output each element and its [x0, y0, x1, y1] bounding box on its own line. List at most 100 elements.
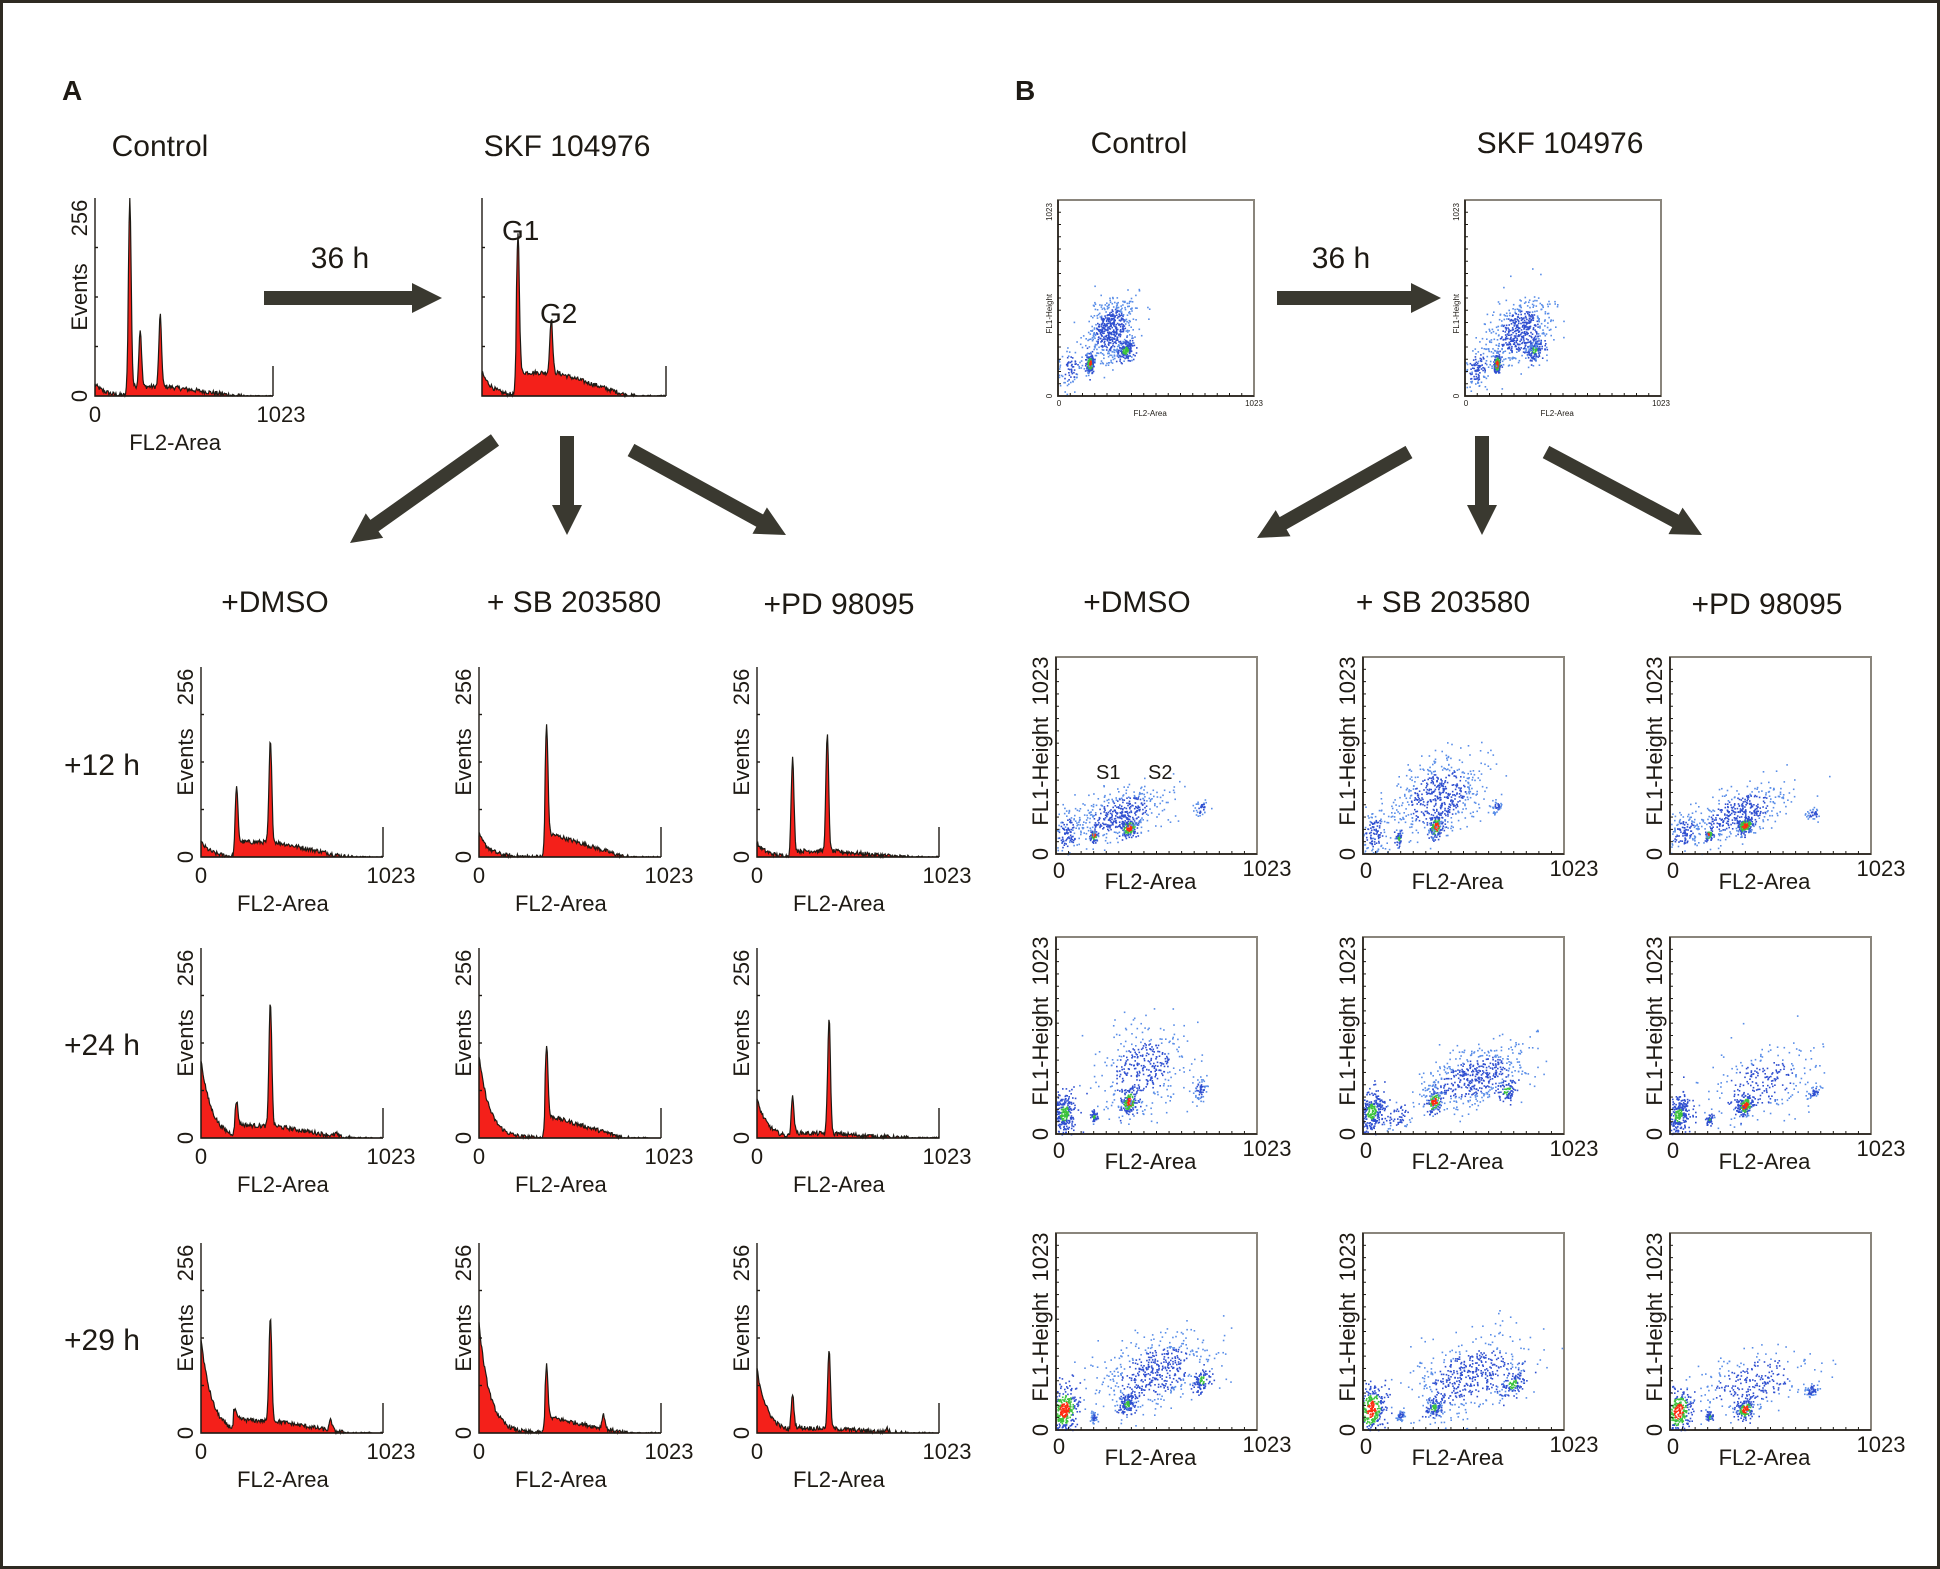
event-dot [1094, 1113, 1096, 1115]
event-dot [1136, 832, 1139, 834]
event-dot [1060, 1106, 1063, 1109]
event-dot [1522, 336, 1525, 339]
event-dot [1515, 348, 1518, 350]
event-dot [1498, 303, 1501, 305]
event-dot [1100, 341, 1102, 343]
event-dot [1745, 824, 1747, 826]
event-dot [1066, 1112, 1069, 1115]
event-dot [1474, 358, 1477, 361]
event-dot [1710, 839, 1712, 841]
event-dot [1061, 355, 1064, 358]
event-dot [1174, 815, 1177, 817]
event-dot [1481, 741, 1483, 744]
event-dot [1065, 810, 1068, 812]
event-dot [1120, 817, 1122, 819]
event-dot [1535, 330, 1537, 333]
event-dot [1093, 834, 1096, 836]
event-dot [1074, 1123, 1076, 1126]
event-dot [1091, 809, 1094, 811]
event-dot [1693, 826, 1696, 829]
event-dot [1070, 369, 1073, 372]
event-dot [1448, 764, 1450, 766]
event-dot [1762, 820, 1765, 823]
event-dot [1690, 816, 1692, 819]
event-dot [1124, 824, 1126, 826]
event-dot [1099, 304, 1101, 306]
event-dot [1099, 330, 1101, 333]
event-dot [1528, 325, 1531, 328]
event-dot [1694, 825, 1697, 827]
event-dot [1705, 835, 1708, 837]
event-dot [1104, 325, 1107, 328]
event-dot [1527, 366, 1530, 369]
dotplot-axes [1055, 657, 1257, 855]
event-dot [1432, 799, 1435, 801]
event-dot [1058, 1113, 1060, 1116]
event-dot [1447, 827, 1449, 829]
event-dot [1113, 351, 1116, 354]
event-dot [1690, 834, 1693, 836]
event-dot [1517, 346, 1520, 349]
event-dot [1458, 796, 1461, 798]
event-dot [1742, 808, 1744, 810]
event-dot [1411, 817, 1414, 819]
event-dot [1518, 320, 1520, 323]
event-dot [1519, 299, 1521, 301]
event-dot [1130, 831, 1133, 834]
event-dot [1813, 806, 1816, 809]
event-dot [1092, 1120, 1094, 1123]
event-dot [1129, 807, 1131, 810]
event-dot [1747, 818, 1750, 821]
event-dot [1430, 788, 1432, 791]
event-dot [1091, 366, 1093, 369]
event-dot [1432, 777, 1434, 779]
event-dot [1514, 321, 1516, 324]
event-dot [1476, 377, 1479, 379]
event-dot [1120, 305, 1122, 307]
event-dot [1124, 341, 1126, 343]
event-dot [1471, 364, 1473, 366]
event-dot [1105, 324, 1107, 326]
event-dot [1416, 787, 1418, 790]
event-dot [1074, 794, 1076, 796]
event-dot [1129, 828, 1131, 830]
event-dot [1090, 829, 1092, 832]
event-dot [1119, 335, 1122, 338]
event-dot [1501, 366, 1504, 368]
event-dot [1089, 379, 1091, 381]
event-dot [1458, 759, 1461, 761]
event-dot [1454, 794, 1457, 797]
event-dot [1123, 806, 1126, 809]
event-dot [1071, 363, 1073, 366]
event-dot [1438, 823, 1440, 825]
event-dot [1721, 787, 1723, 790]
event-dot [1691, 812, 1694, 814]
event-dot [1118, 831, 1121, 834]
event-dot [1490, 355, 1493, 358]
event-dot [1713, 822, 1715, 825]
event-dot [1520, 373, 1522, 375]
event-dot [1455, 813, 1457, 815]
event-dot [1447, 821, 1449, 823]
event-dot [1082, 335, 1085, 337]
event-dot [1419, 799, 1421, 802]
event-dot [1550, 319, 1552, 321]
event-dot [1691, 820, 1694, 823]
event-dot [1394, 799, 1396, 801]
event-dot [1116, 307, 1119, 309]
event-dot [1404, 821, 1407, 824]
event-dot [1488, 805, 1491, 807]
event-dot [1407, 764, 1409, 766]
event-dot [1126, 342, 1129, 345]
event-dot [1531, 349, 1534, 352]
event-dot [1118, 355, 1120, 358]
event-dot [1743, 829, 1746, 831]
event-dot [1070, 364, 1073, 367]
event-dot [1750, 826, 1752, 828]
event-dot [1478, 375, 1480, 377]
event-dot [1684, 839, 1686, 841]
event-dot [1100, 306, 1103, 308]
event-dot [1127, 820, 1130, 822]
event-dot [1132, 337, 1134, 339]
event-dot [1156, 796, 1159, 798]
